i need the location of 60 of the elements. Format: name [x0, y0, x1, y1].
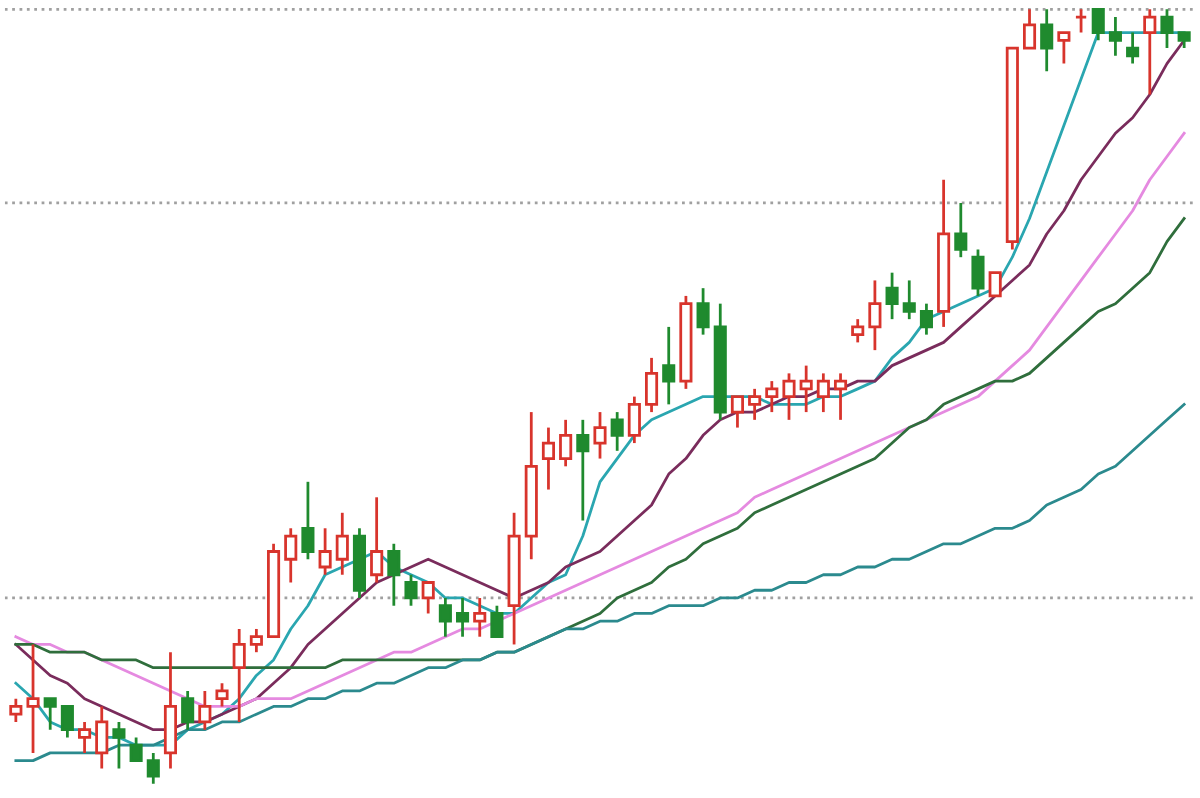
candlestick — [456, 596, 470, 639]
candlestick — [232, 627, 246, 724]
candlestick — [284, 526, 298, 584]
candlestick — [662, 325, 676, 406]
candlestick — [851, 317, 865, 344]
candlestick — [765, 379, 779, 414]
candlestick — [885, 271, 899, 321]
candlestick — [1126, 31, 1140, 65]
candlestick — [335, 511, 349, 577]
candlestick — [438, 596, 452, 639]
candlestick — [301, 480, 315, 561]
candlestick — [26, 643, 40, 755]
candlestick — [95, 705, 109, 770]
candlestick — [902, 279, 916, 321]
candlestick — [954, 201, 968, 259]
candlestick — [198, 689, 212, 732]
candlestick — [868, 279, 882, 352]
candlestick — [1074, 7, 1088, 34]
candlestick — [627, 395, 641, 445]
candlestick — [799, 364, 813, 414]
candlestick — [541, 426, 555, 491]
candlestick — [748, 387, 762, 422]
candlestick — [782, 371, 796, 422]
candlestick — [833, 371, 848, 422]
candlestick — [146, 751, 160, 786]
candlestick — [473, 596, 487, 639]
candlestick — [593, 410, 607, 460]
candlestick — [1040, 7, 1054, 73]
candlestick — [696, 286, 710, 337]
candlestick — [181, 689, 195, 732]
candlestick — [9, 697, 23, 724]
candlestick — [215, 681, 229, 708]
candlestick — [576, 418, 590, 522]
candlestick — [249, 627, 263, 654]
candlestick — [370, 495, 384, 584]
candlestick — [490, 604, 504, 639]
candlestick — [919, 302, 933, 337]
candlestick — [112, 720, 126, 770]
candlestick — [971, 248, 985, 298]
candlestick — [404, 573, 418, 608]
candlestick — [129, 736, 143, 763]
candlestick — [163, 650, 178, 770]
candlestick — [318, 526, 332, 577]
candlestick — [1108, 15, 1122, 58]
candlestick — [387, 542, 401, 608]
candlestick — [988, 271, 1002, 298]
candlestick — [730, 395, 744, 429]
candlestick — [1091, 7, 1105, 42]
candlestick — [816, 371, 830, 414]
candlestick — [559, 418, 573, 468]
candlestick — [78, 720, 92, 755]
candlestick — [645, 356, 659, 414]
candlestick — [60, 705, 74, 739]
candlestick — [421, 581, 435, 615]
candlestick — [610, 410, 624, 453]
candlestick — [1143, 7, 1157, 96]
candlestick — [1160, 7, 1174, 50]
candlestick — [1057, 31, 1071, 65]
candlestick — [43, 697, 57, 732]
candlestick — [1022, 7, 1037, 50]
